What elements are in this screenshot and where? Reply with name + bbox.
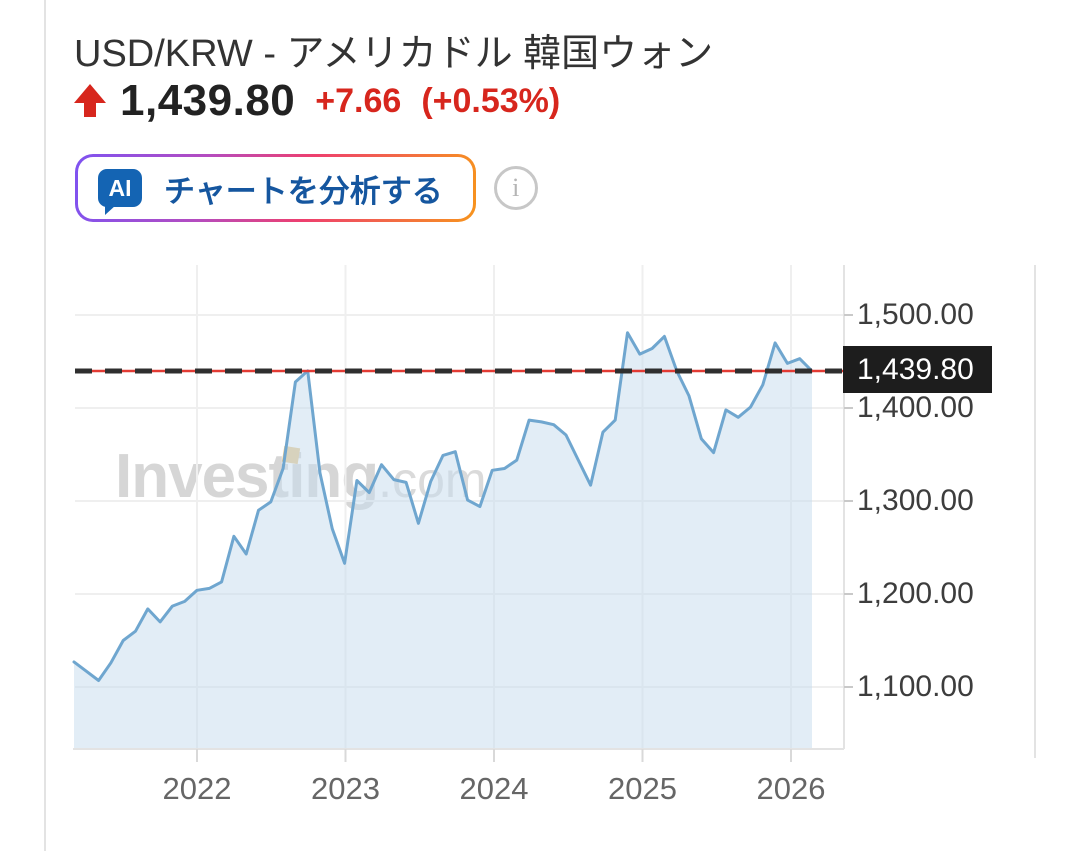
x-axis-label-2024: 2024 [459,771,529,806]
current-price-badge: 1,439.80 [843,346,992,393]
y-axis-label-1300: 1,300.00 [857,484,974,517]
price-area-fill [74,332,812,749]
ai-chat-icon-text: AI [108,174,132,201]
x-axis-label-2022: 2022 [162,771,232,806]
y-axis-label-1400: 1,400.00 [857,391,974,424]
ai-chat-icon: AI [98,169,142,215]
last-price: 1,439.80 [120,76,296,125]
info-icon[interactable]: i [493,166,538,210]
up-arrow-icon [74,84,106,118]
ai-toolbar: AI チャートを分析する i [75,154,538,222]
x-axis-label-2025: 2025 [608,771,677,806]
y-axis-label-1200: 1,200.00 [857,577,974,610]
y-axis-label-1500: 1,500.00 [857,298,974,331]
watermark-brand: Investing [115,442,379,511]
x-axis-label-2023: 2023 [311,771,380,806]
analyze-chart-button-inner: AI チャートを分析する [78,157,473,219]
price-row: 1,439.80 +7.66 (+0.53%) [74,76,560,126]
y-axis-label-1100: 1,100.00 [857,670,974,703]
price-change: +7.66 [315,81,402,120]
ai-chat-icon-tail [105,205,116,215]
page-left-divider [44,0,46,851]
up-arrow-stem [84,102,96,117]
analyze-chart-button-label: チャートを分析する [164,173,443,209]
up-arrow-head [74,84,106,103]
instrument-title: USD/KRW - アメリカドル 韓国ウォン [74,33,714,75]
price-change-percent: (+0.53%) [421,81,561,120]
analyze-chart-button[interactable]: AI チャートを分析する [75,154,476,222]
x-axis-label-2026: 2026 [756,771,826,806]
price-line [72,331,814,682]
